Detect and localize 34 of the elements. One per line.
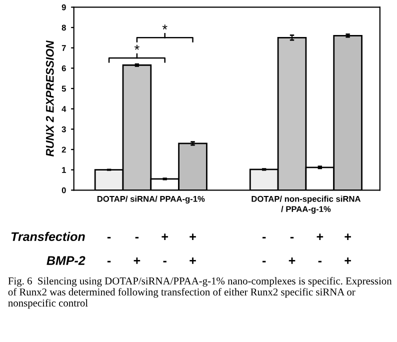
annotation: * <box>162 24 168 30</box>
y-axis-title: RUNX 2 EXPRESSION <box>46 40 54 157</box>
text: - <box>107 236 111 238</box>
text: - <box>135 236 139 238</box>
text: + <box>316 234 324 240</box>
y-tick-label: 9 <box>62 4 66 10</box>
y-tick-label: 1 <box>62 167 66 173</box>
text: - <box>107 260 111 262</box>
text: - <box>318 260 322 262</box>
y-tick-label: 5 <box>62 86 66 92</box>
x-tick-label: DOTAP/ siRNA/ PPAA-g-1% <box>97 196 205 204</box>
y-tick-label: 4 <box>62 106 66 112</box>
caption: Fig. 6 Silencing using DOTAP/siRNA/PPAA-g-1% nano-complexes is specific. Expression of Runx2 was determined following transfection of either Runx2 specific siRNA or nonspecific control <box>8 277 392 309</box>
text: - <box>262 260 266 262</box>
text: - <box>163 260 166 262</box>
text: + <box>344 258 351 264</box>
text: Transfection <box>11 232 85 242</box>
text: BMP-2 <box>46 256 86 265</box>
x-tick-label: DOTAP/ non-specific siRNA / PPAA-g-1% <box>252 196 361 214</box>
y-tick-label: 2 <box>62 146 66 153</box>
y-tick-label: 8 <box>62 24 66 31</box>
text: + <box>162 234 168 240</box>
text: + <box>190 258 196 264</box>
text: + <box>190 234 196 240</box>
y-tick-label: 6 <box>62 65 66 72</box>
text: - <box>262 236 266 238</box>
text: + <box>134 258 140 264</box>
text: + <box>344 234 351 240</box>
text: - <box>290 236 294 238</box>
annotation: * <box>134 44 140 50</box>
y-tick-label: 3 <box>62 126 66 132</box>
y-tick-label: 0 <box>62 187 66 194</box>
y-tick-label: 7 <box>62 45 66 51</box>
text: + <box>288 258 296 264</box>
